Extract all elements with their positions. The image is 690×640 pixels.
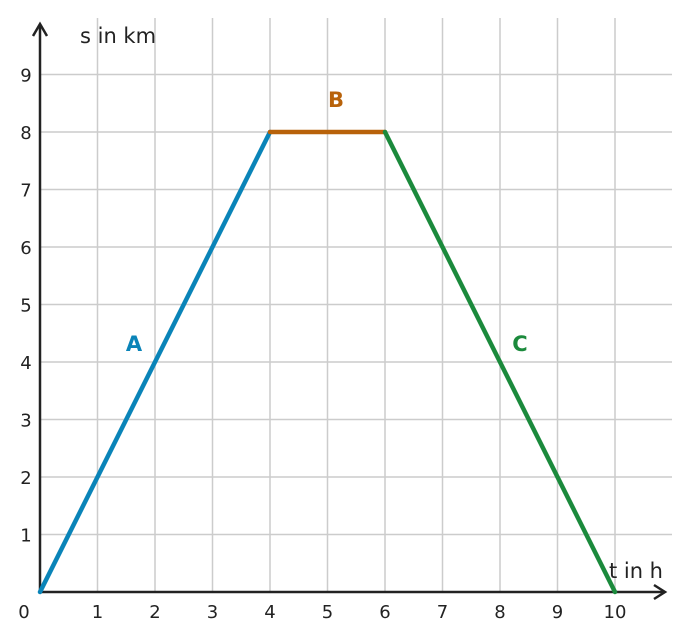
y-axis-arrow xyxy=(31,21,49,37)
y-tick-label: 7 xyxy=(20,181,31,202)
series-label-a: A xyxy=(126,332,143,356)
series-label-c: C xyxy=(512,332,527,356)
x-tick-label: 7 xyxy=(437,602,448,623)
x-tick-label: 2 xyxy=(149,602,160,623)
x-axis-label: t in h xyxy=(609,559,663,583)
series-line-c xyxy=(382,129,618,595)
y-tick-label: 1 xyxy=(20,526,31,547)
x-tick-label: 9 xyxy=(552,602,563,623)
series-label-b: B xyxy=(328,88,344,112)
origin-label: 0 xyxy=(18,602,29,623)
x-tick-label: 5 xyxy=(322,602,333,623)
y-tick-label: 6 xyxy=(20,238,31,259)
y-tick-label: 9 xyxy=(20,66,31,87)
series-lines xyxy=(37,129,618,595)
x-tick-label: 1 xyxy=(92,602,103,623)
y-axis-label: s in km xyxy=(80,24,156,48)
series-labels: A B C xyxy=(126,88,528,356)
y-tick-label: 3 xyxy=(20,411,31,432)
y-tick-label: 4 xyxy=(20,353,31,374)
y-tick-label: 8 xyxy=(20,123,31,144)
series-line-a xyxy=(37,129,273,595)
y-tick-label: 5 xyxy=(20,296,31,317)
x-tick-label: 4 xyxy=(264,602,275,623)
x-tick-label: 3 xyxy=(207,602,218,623)
x-tick-label: 6 xyxy=(379,602,390,623)
tick-labels: 1 2 3 4 5 6 7 8 9 10 1 2 3 4 5 6 7 8 9 xyxy=(20,66,626,624)
x-tick-label: 10 xyxy=(604,602,627,623)
grid xyxy=(40,18,672,592)
axes xyxy=(31,21,668,601)
y-tick-label: 2 xyxy=(20,468,31,489)
x-axis-arrow xyxy=(653,583,668,601)
x-tick-label: 8 xyxy=(494,602,505,623)
